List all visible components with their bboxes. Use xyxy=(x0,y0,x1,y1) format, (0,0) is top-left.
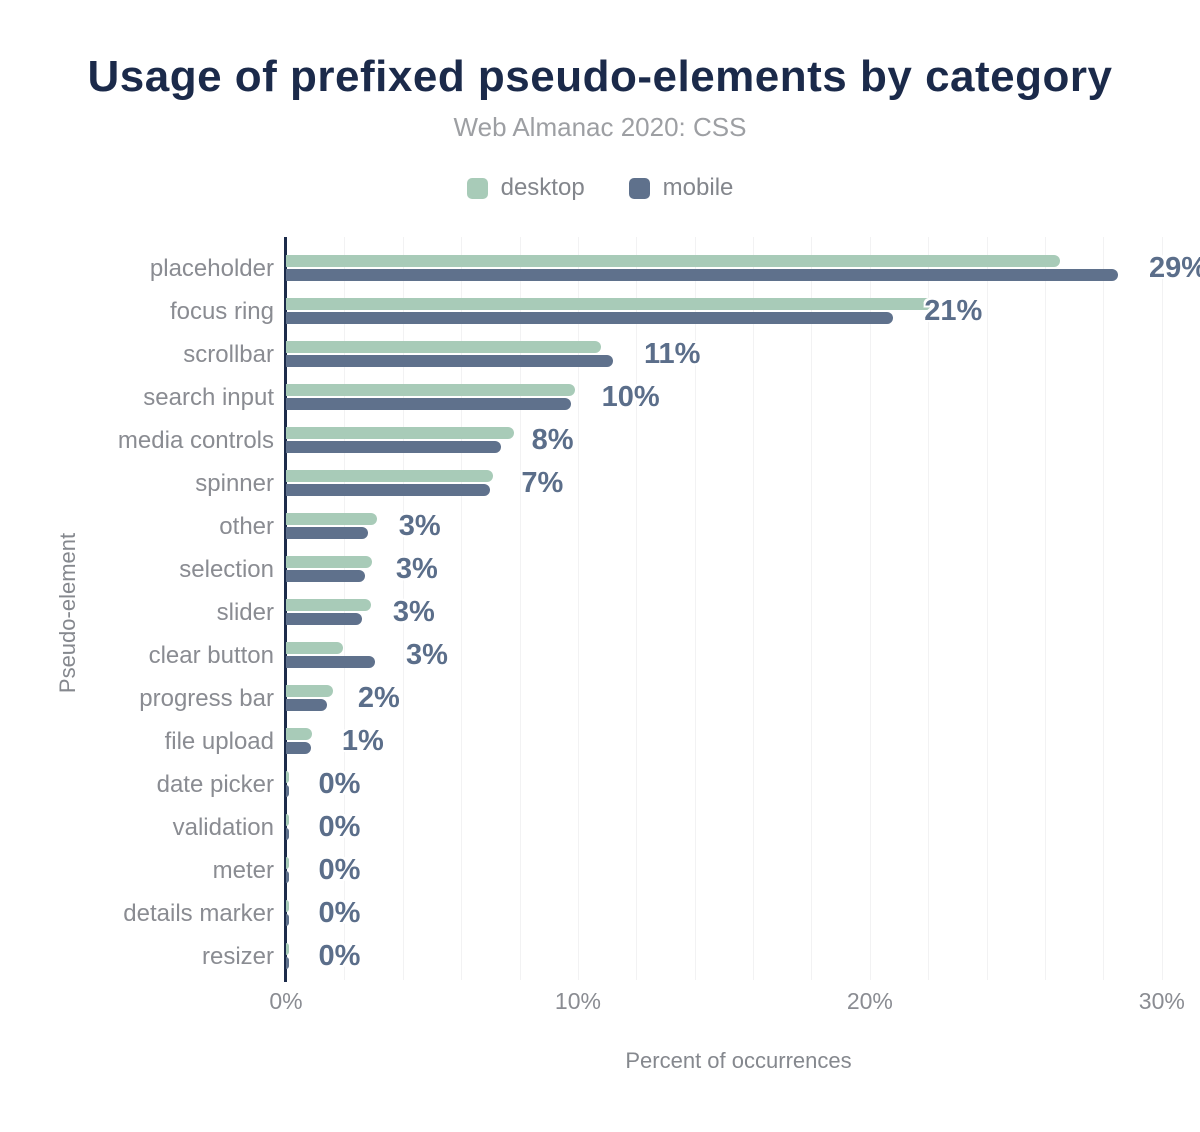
desktop-bar xyxy=(286,298,938,310)
value-label: 3% xyxy=(406,639,448,671)
gridline xyxy=(461,237,463,980)
chart-subtitle: Web Almanac 2020: CSS xyxy=(453,112,747,142)
value-label: 1% xyxy=(341,725,384,757)
gridline xyxy=(986,237,988,980)
value-label: 0% xyxy=(318,811,361,843)
mobile-bar xyxy=(286,570,365,582)
mobile-bar xyxy=(286,656,376,668)
legend-label-mobile: mobile xyxy=(662,174,734,201)
value-label: 21% xyxy=(924,295,983,327)
desktop-bar xyxy=(286,513,377,525)
desktop-bar xyxy=(286,814,289,826)
desktop-bar xyxy=(286,599,371,611)
x-tick-label: 10% xyxy=(554,988,601,1014)
legend-label-desktop: desktop xyxy=(500,174,585,201)
category-label: details marker xyxy=(123,900,274,927)
desktop-bar xyxy=(286,384,576,396)
gridline xyxy=(519,237,521,980)
gridline xyxy=(694,237,696,980)
value-label: 3% xyxy=(395,553,438,585)
value-label: 3% xyxy=(398,510,441,542)
category-label: focus ring xyxy=(169,298,274,325)
legend-item-mobile: mobile xyxy=(628,174,734,202)
mobile-bar xyxy=(286,914,289,926)
gridline xyxy=(402,237,404,980)
category-label: date picker xyxy=(156,771,274,798)
mobile-bar xyxy=(286,484,491,496)
category-label: resizer xyxy=(201,943,274,970)
legend-item-desktop: desktop xyxy=(466,174,585,202)
mobile-bar xyxy=(286,785,289,797)
legend: desktop mobile xyxy=(0,174,1200,202)
mobile-bar xyxy=(286,828,289,840)
category-label: scrollbar xyxy=(183,341,274,368)
value-label: 0% xyxy=(318,897,361,929)
desktop-bar xyxy=(286,943,289,955)
value-label: 0% xyxy=(318,940,361,972)
gridline xyxy=(577,237,579,980)
category-label: search input xyxy=(143,384,274,411)
category-label: progress bar xyxy=(139,685,274,712)
value-label: 0% xyxy=(318,768,361,800)
desktop-bar xyxy=(286,341,602,353)
value-label: 8% xyxy=(531,424,574,456)
gridline xyxy=(1161,237,1163,980)
x-axis-title: Percent of occurrences xyxy=(625,1048,852,1073)
category-label: slider xyxy=(216,599,274,626)
x-tick-label: 30% xyxy=(1138,988,1185,1014)
mobile-bar xyxy=(286,441,501,453)
gridline xyxy=(869,237,871,980)
category-label: selection xyxy=(179,556,274,583)
desktop-bar xyxy=(286,900,289,912)
mobile-bar xyxy=(286,398,571,410)
desktop-bar xyxy=(286,427,514,439)
gridline xyxy=(753,237,755,980)
gridline xyxy=(636,237,638,980)
desktop-bar xyxy=(286,771,289,783)
mobile-bar xyxy=(286,871,289,883)
category-label: validation xyxy=(172,814,274,841)
category-label: clear button xyxy=(148,642,274,669)
category-label: other xyxy=(219,513,274,540)
desktop-bar xyxy=(286,642,343,654)
x-tick-label: 20% xyxy=(846,988,893,1014)
gridline xyxy=(811,237,813,980)
mobile-bar xyxy=(286,527,368,539)
value-label: 2% xyxy=(357,682,400,714)
mobile-bar xyxy=(286,613,362,625)
legend-swatch-mobile-icon xyxy=(628,177,650,199)
desktop-bar xyxy=(286,857,289,869)
mobile-bar xyxy=(286,312,894,324)
mobile-bar xyxy=(286,957,289,969)
chart-title: Usage of prefixed pseudo-elements by cat… xyxy=(87,52,1113,101)
category-label: file upload xyxy=(164,728,274,755)
plot-area: placeholder 29% focus ring 21% scrollbar 11% s… xyxy=(118,237,1200,1014)
desktop-bar xyxy=(286,470,494,482)
x-tick-label: 0% xyxy=(269,988,303,1014)
value-label: 3% xyxy=(392,596,435,628)
mobile-bar xyxy=(286,355,613,367)
value-label: 29% xyxy=(1149,252,1200,284)
desktop-bar xyxy=(286,685,333,697)
category-label: spinner xyxy=(195,470,274,497)
gridline xyxy=(1045,237,1047,980)
desktop-bar xyxy=(286,556,373,568)
desktop-bar xyxy=(286,728,313,740)
mobile-bar xyxy=(286,742,311,754)
y-axis-line xyxy=(284,237,287,982)
value-label: 11% xyxy=(643,338,701,370)
category-label: meter xyxy=(212,857,274,884)
category-label: media controls xyxy=(117,427,274,454)
desktop-bar xyxy=(286,255,1060,267)
value-label: 7% xyxy=(521,467,564,499)
mobile-bar xyxy=(286,269,1119,281)
gridline xyxy=(928,237,930,980)
value-label: 0% xyxy=(318,854,361,886)
gridline xyxy=(1103,237,1105,980)
legend-swatch-desktop-icon xyxy=(466,177,488,199)
mobile-bar xyxy=(286,699,327,711)
category-label: placeholder xyxy=(149,255,274,282)
value-label: 10% xyxy=(601,381,660,413)
